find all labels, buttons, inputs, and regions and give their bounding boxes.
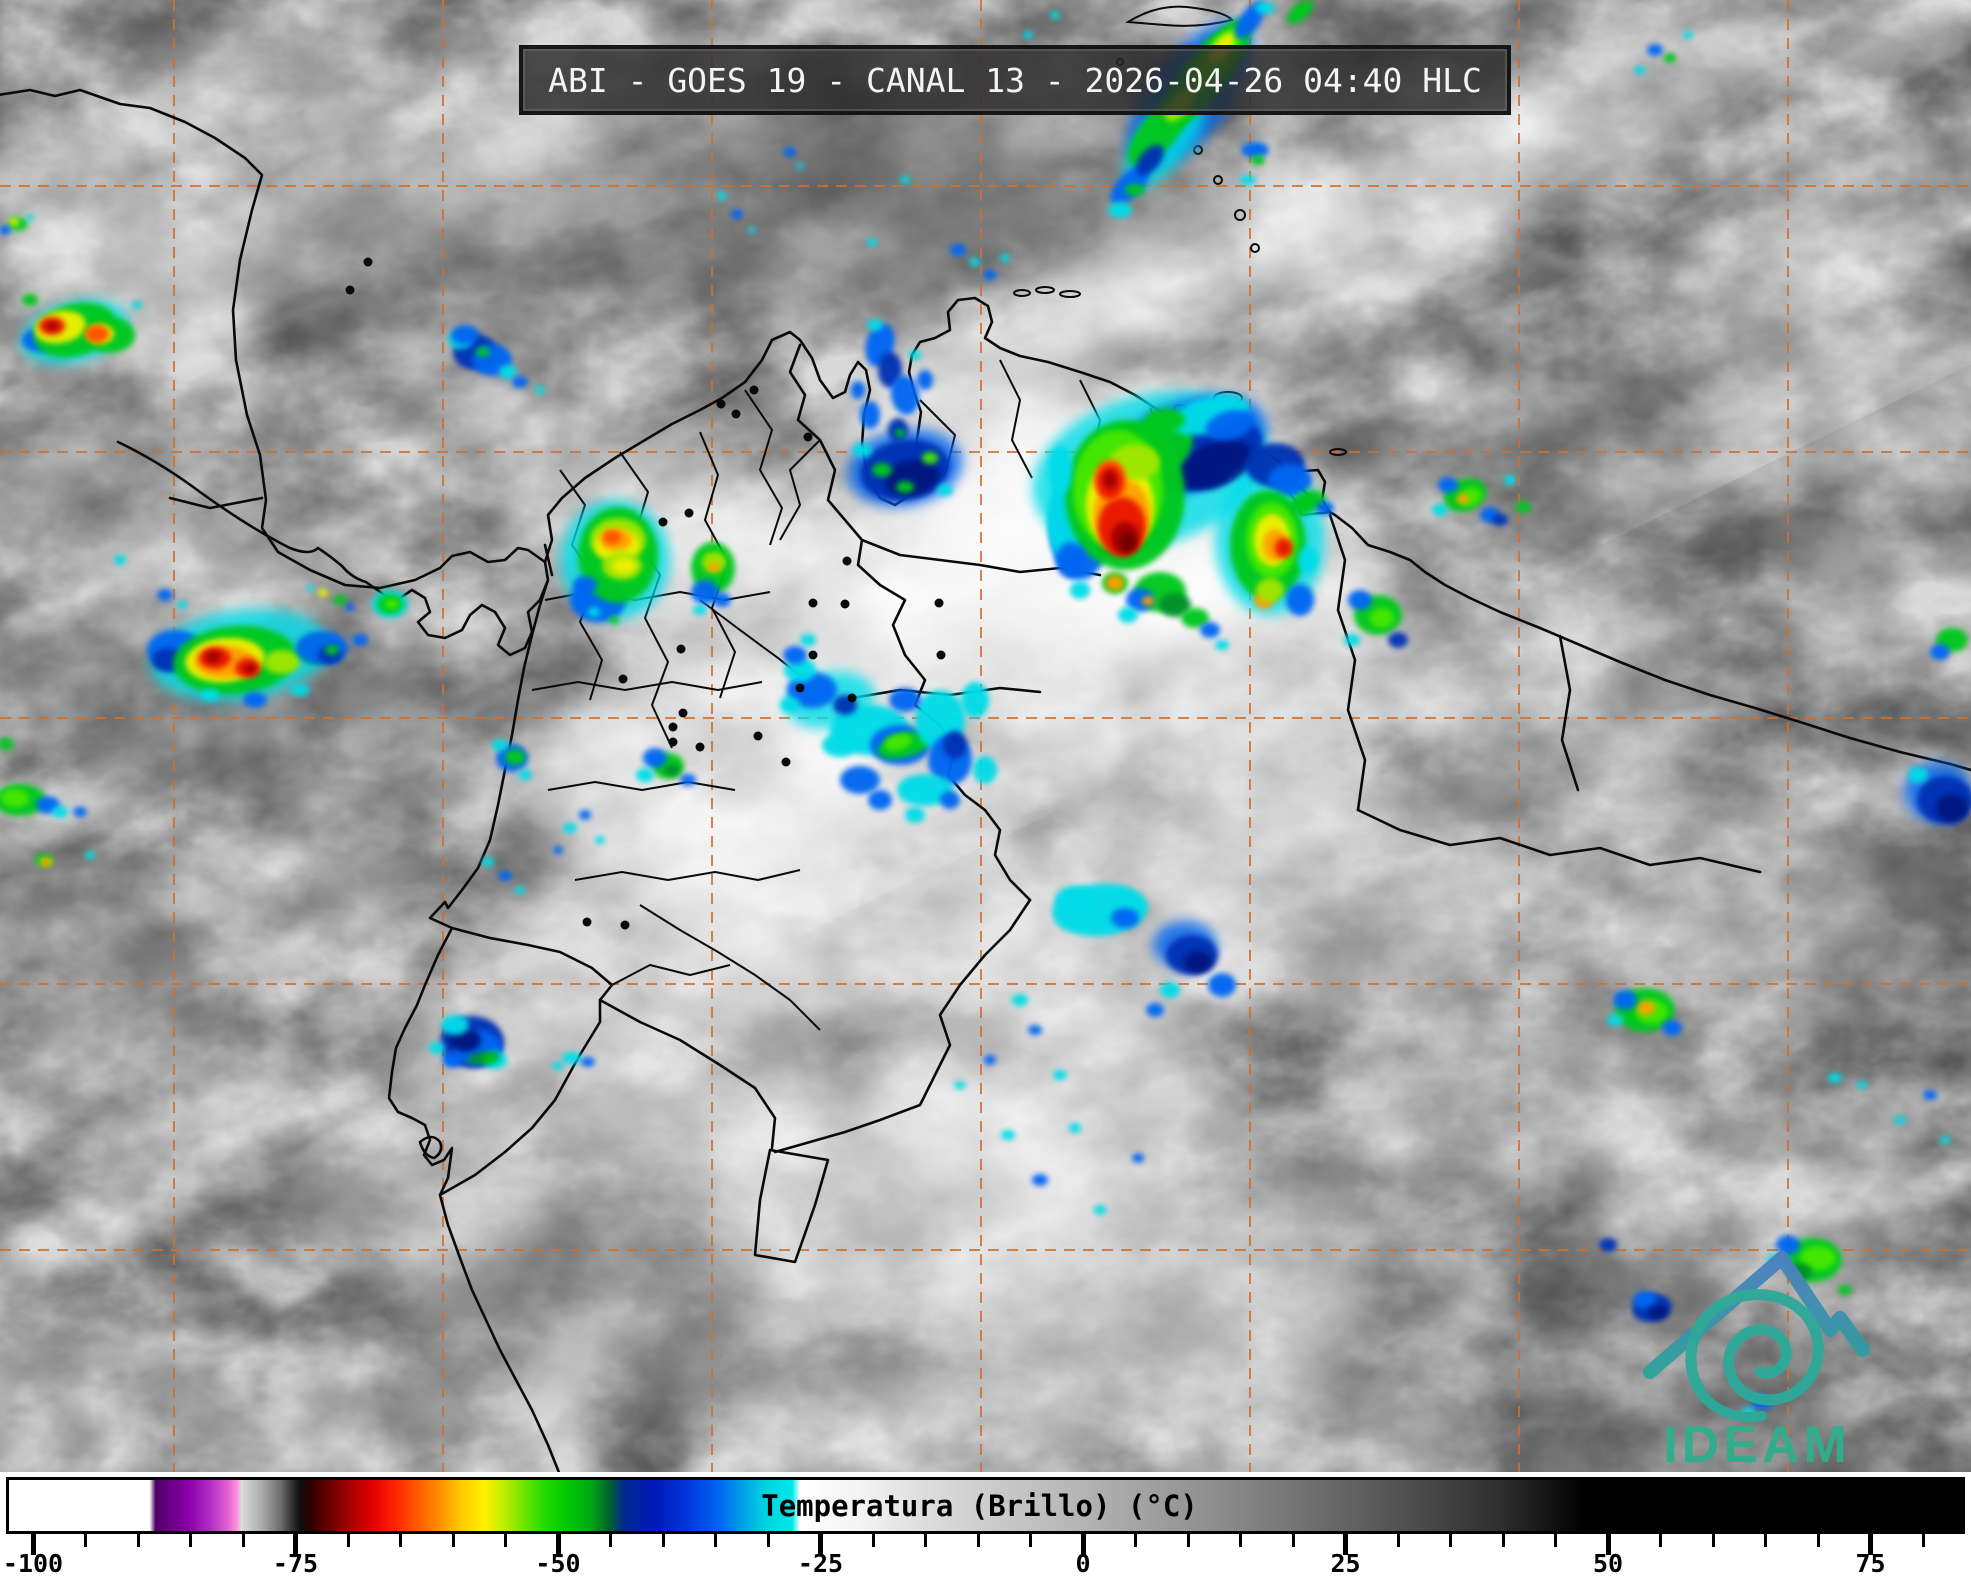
city-dot — [620, 920, 630, 930]
axis-minor-tick — [346, 1534, 350, 1547]
axis-tick-label: 50 — [1592, 1549, 1624, 1577]
city-dot — [934, 598, 944, 608]
axis-minor-tick — [924, 1534, 927, 1547]
axis-major-tick — [1605, 1534, 1611, 1555]
city-dot — [842, 556, 852, 566]
city-dot — [840, 599, 850, 609]
temperature-colorbar — [6, 1477, 1965, 1534]
axis-minor-tick — [1501, 1534, 1505, 1547]
border-nicaragua-costarica — [168, 496, 264, 510]
city-dot — [676, 644, 686, 654]
storm-cells — [0, 0, 1971, 1417]
axis-minor-tick — [1029, 1534, 1032, 1547]
city-dot — [363, 257, 373, 267]
axis-tick-label: -25 — [797, 1549, 844, 1577]
city-dot — [749, 385, 759, 395]
axis-tick-label: 25 — [1330, 1549, 1361, 1577]
city-dot — [803, 432, 813, 442]
city-dot — [668, 722, 678, 732]
axis-major-tick — [555, 1534, 561, 1555]
axis-minor-tick — [1711, 1534, 1715, 1547]
border-ecuador-peru — [438, 998, 602, 1197]
border-leticia-trapezoid — [753, 1148, 830, 1264]
border-guyana-suriname — [1558, 634, 1580, 792]
axis-minor-tick — [1659, 1534, 1662, 1547]
city-dot — [936, 650, 946, 660]
axis-minor-tick — [136, 1534, 140, 1547]
axis-tick-label: -75 — [272, 1549, 319, 1577]
axis-minor-tick — [1291, 1534, 1295, 1547]
city-dot — [795, 683, 805, 693]
city-dot — [716, 399, 726, 409]
city-dot — [684, 508, 694, 518]
city-dot — [618, 674, 628, 684]
city-dot — [345, 285, 355, 295]
axis-tick-label: 0 — [1075, 1549, 1091, 1577]
city-dot — [658, 517, 668, 527]
axis-tick-label: -50 — [535, 1549, 581, 1577]
colorbar-axis: -100 -75 -50 -25 0 25 50 75 — [0, 1534, 1971, 1577]
axis-minor-tick — [1134, 1534, 1137, 1547]
axis-minor-tick — [714, 1534, 717, 1547]
axis-minor-tick — [1816, 1534, 1820, 1547]
city-dot — [731, 409, 741, 419]
axis-minor-tick — [1396, 1534, 1400, 1547]
axis-minor-tick — [1449, 1534, 1452, 1547]
axis-minor-tick — [504, 1534, 507, 1547]
axis-minor-tick — [1554, 1534, 1557, 1547]
axis-minor-tick — [1239, 1534, 1242, 1547]
ideam-wordmark: IDEAM — [1663, 1416, 1851, 1474]
axis-minor-tick — [451, 1534, 455, 1547]
city-dot — [808, 598, 818, 608]
axis-minor-tick — [661, 1534, 665, 1547]
border-peru-colombia — [598, 998, 777, 1150]
axis-minor-tick — [241, 1534, 245, 1547]
axis-minor-tick — [766, 1534, 770, 1547]
axis-minor-tick — [399, 1534, 402, 1547]
axis-major-tick — [1080, 1534, 1086, 1555]
axis-minor-tick — [189, 1534, 192, 1547]
axis-minor-tick — [1186, 1534, 1190, 1547]
axis-minor-tick — [871, 1534, 875, 1547]
title-bar: ABI - GOES 19 - CANAL 13 - 2026-04-26 04… — [519, 45, 1511, 115]
ideam-logo: IDEAM — [1643, 1251, 1870, 1474]
axis-major-tick — [818, 1534, 823, 1555]
axis-minor-tick — [84, 1534, 87, 1547]
border-venezuela-guyana — [1328, 513, 1367, 812]
border-panama-colombia — [543, 543, 554, 577]
axis-major-tick — [1868, 1534, 1873, 1555]
city-dot — [695, 742, 705, 752]
city-dot — [781, 757, 791, 767]
axis-major-tick — [30, 1534, 36, 1555]
axis-minor-tick — [609, 1534, 612, 1547]
city-dot — [668, 737, 678, 747]
border-colombia-brazil — [773, 898, 1032, 1154]
axis-minor-tick — [976, 1534, 980, 1547]
border-brazil-north — [1356, 808, 1762, 874]
ideam-spiral-tail-icon — [1700, 1393, 1767, 1422]
city-dots — [345, 257, 946, 930]
axis-tick-label: 75 — [1855, 1549, 1886, 1577]
axis-minor-tick — [1921, 1534, 1925, 1547]
title-text: ABI - GOES 19 - CANAL 13 - 2026-04-26 04… — [548, 60, 1482, 100]
ideam-spiral-icon — [1685, 1288, 1824, 1406]
coast-pacific — [116, 440, 591, 1577]
island-puna — [418, 1135, 443, 1160]
city-dot — [753, 731, 763, 741]
axis-tick-label: -100 — [2, 1549, 64, 1577]
axis-major-tick — [1343, 1534, 1348, 1555]
axis-minor-tick — [1764, 1534, 1767, 1547]
city-dot — [678, 708, 688, 718]
axis-major-tick — [293, 1534, 298, 1555]
city-dot — [847, 693, 857, 703]
city-dot — [582, 917, 592, 927]
city-dot — [808, 650, 818, 660]
